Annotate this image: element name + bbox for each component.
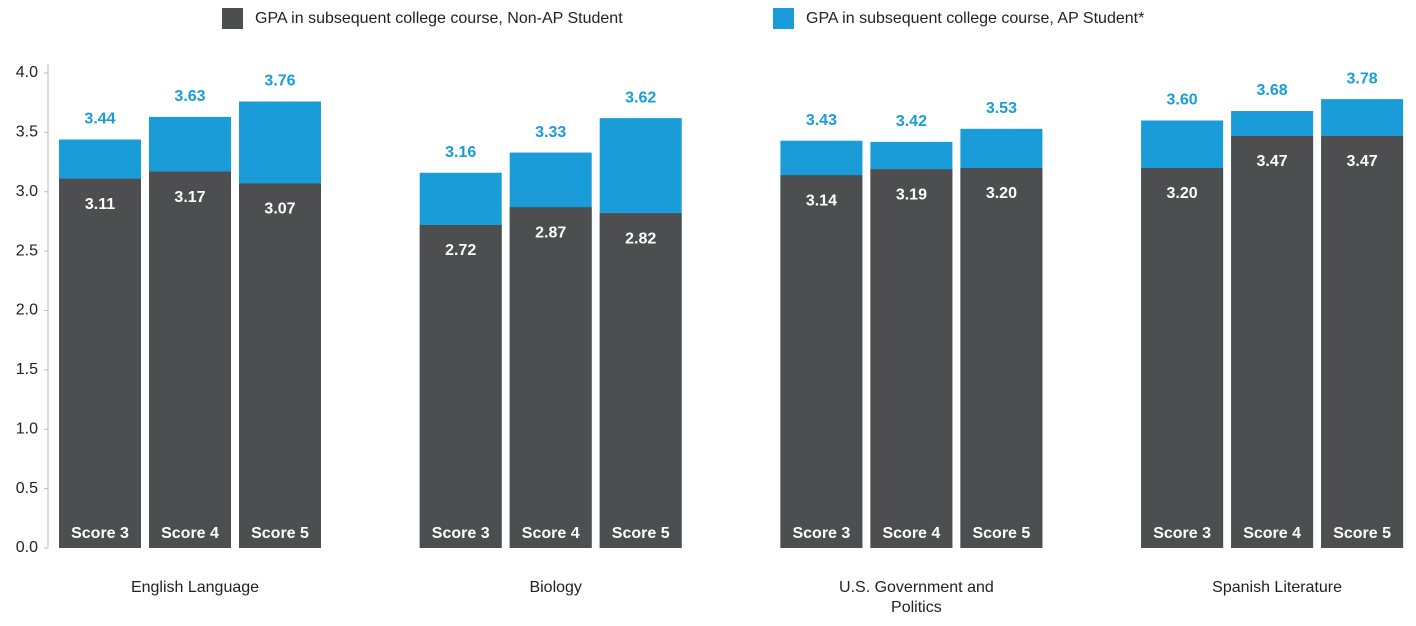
score-label: Score 4 <box>882 525 940 542</box>
score-label: Score 3 <box>1153 525 1211 542</box>
score-label: Score 3 <box>432 525 490 542</box>
y-tick-label: 3.0 <box>16 183 38 200</box>
bar <box>419 225 502 548</box>
value-label: 3.44 <box>84 111 115 128</box>
y-tick-label: 0.0 <box>16 539 38 556</box>
value-label: 3.20 <box>986 185 1017 202</box>
value-label: 3.76 <box>264 73 295 90</box>
bar <box>509 207 592 548</box>
bar <box>1231 135 1314 548</box>
bar <box>59 178 141 548</box>
score-label: Score 5 <box>251 525 309 542</box>
value-label: 2.82 <box>625 230 656 247</box>
y-tick-label: 3.5 <box>16 124 38 141</box>
bar <box>1321 135 1404 548</box>
legend-label: GPA in subsequent college course, Non-AP… <box>255 10 623 27</box>
bar <box>149 171 231 548</box>
bar <box>780 175 863 548</box>
bar <box>870 169 953 548</box>
y-tick-label: 1.0 <box>16 420 38 437</box>
value-label: 3.62 <box>625 89 656 106</box>
y-tick-label: 1.5 <box>16 361 38 378</box>
score-label: Score 3 <box>71 525 129 542</box>
value-label: 3.42 <box>896 113 927 130</box>
score-label: Score 4 <box>161 525 219 542</box>
value-label: 3.47 <box>1257 153 1288 170</box>
value-label: 2.87 <box>535 224 566 241</box>
x-category-label: Spanish Literature <box>1212 579 1343 596</box>
y-tick-label: 4.0 <box>16 64 38 81</box>
y-tick-label: 2.0 <box>16 302 38 319</box>
score-label: Score 4 <box>522 525 580 542</box>
bar <box>239 183 321 548</box>
legend-label: GPA in subsequent college course, AP Stu… <box>806 10 1144 27</box>
x-category-label: Biology <box>529 579 582 596</box>
x-category-label: U.S. Government and Politics <box>839 579 994 616</box>
score-label: Score 5 <box>612 525 670 542</box>
bar <box>1141 168 1224 548</box>
legend-swatch <box>773 8 794 29</box>
score-label: Score 5 <box>972 525 1030 542</box>
value-label: 3.47 <box>1347 153 1378 170</box>
value-label: 3.16 <box>445 144 476 161</box>
x-category-label: English Language <box>130 579 260 596</box>
score-label: Score 4 <box>1243 525 1301 542</box>
value-label: 3.17 <box>174 189 205 206</box>
value-label: 3.53 <box>986 100 1017 117</box>
value-label: 3.07 <box>264 201 295 218</box>
legend-swatch <box>222 8 243 29</box>
value-label: 3.60 <box>1167 92 1198 109</box>
value-label: 3.14 <box>806 192 837 209</box>
value-label: 3.78 <box>1347 70 1378 87</box>
value-label: 3.20 <box>1167 185 1198 202</box>
value-label: 3.68 <box>1257 82 1288 99</box>
y-tick-label: 0.5 <box>16 480 38 497</box>
value-label: 3.19 <box>896 186 927 203</box>
value-label: 3.11 <box>85 196 115 213</box>
value-label: 2.72 <box>445 242 476 259</box>
y-tick-label: 2.5 <box>16 242 38 259</box>
value-label: 3.63 <box>174 88 205 105</box>
score-label: Score 5 <box>1333 525 1391 542</box>
value-label: 3.33 <box>535 124 566 141</box>
bar <box>960 168 1043 548</box>
value-label: 3.43 <box>806 112 837 129</box>
score-label: Score 3 <box>792 525 850 542</box>
bar <box>599 213 682 548</box>
